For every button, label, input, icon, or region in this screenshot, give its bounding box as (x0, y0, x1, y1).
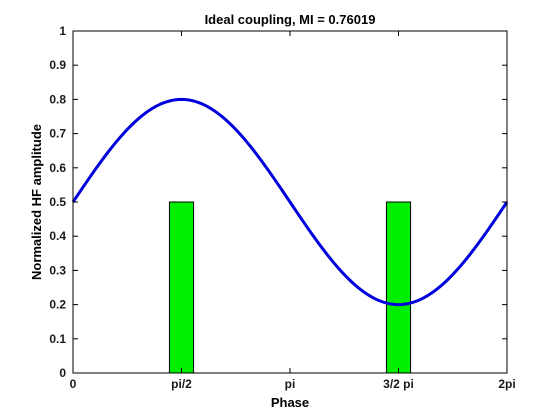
y-tick-label: 0.3 (49, 263, 66, 277)
y-tick-label: 0.1 (49, 332, 66, 346)
ticks: 0 pi/2 pi 3/2 pi 2pi 0 0.1 0.2 0.3 0.4 0.5 0.6 0.7 0.… (49, 24, 515, 391)
y-tick-label: 0.5 (49, 195, 66, 209)
x-tick-label: 2pi (498, 377, 515, 391)
chart-title: Ideal coupling, MI = 0.76019 (205, 12, 376, 27)
x-axis-label: Phase (271, 395, 309, 410)
x-tick-label: pi/2 (171, 377, 192, 391)
x-tick-label: 0 (70, 377, 77, 391)
y-tick-label: 0.6 (49, 161, 66, 175)
plot-area (71, 97, 509, 374)
x-tick-label: pi (285, 377, 296, 391)
y-tick-label: 0.2 (49, 298, 66, 312)
bar-2 (385, 201, 412, 374)
coupling-curve (71, 97, 509, 307)
y-tick-label: 0.7 (49, 127, 66, 141)
y-tick-label: 1 (59, 24, 66, 38)
y-tick-label: 0.8 (49, 92, 66, 106)
bar-1 (168, 201, 195, 374)
x-tick-label: 3/2 pi (383, 377, 414, 391)
y-tick-label: 0.9 (49, 58, 66, 72)
y-tick-label: 0 (59, 366, 66, 380)
y-tick-label: 0.4 (49, 229, 66, 243)
y-axis-label: Normalized HF amplitude (29, 124, 44, 280)
